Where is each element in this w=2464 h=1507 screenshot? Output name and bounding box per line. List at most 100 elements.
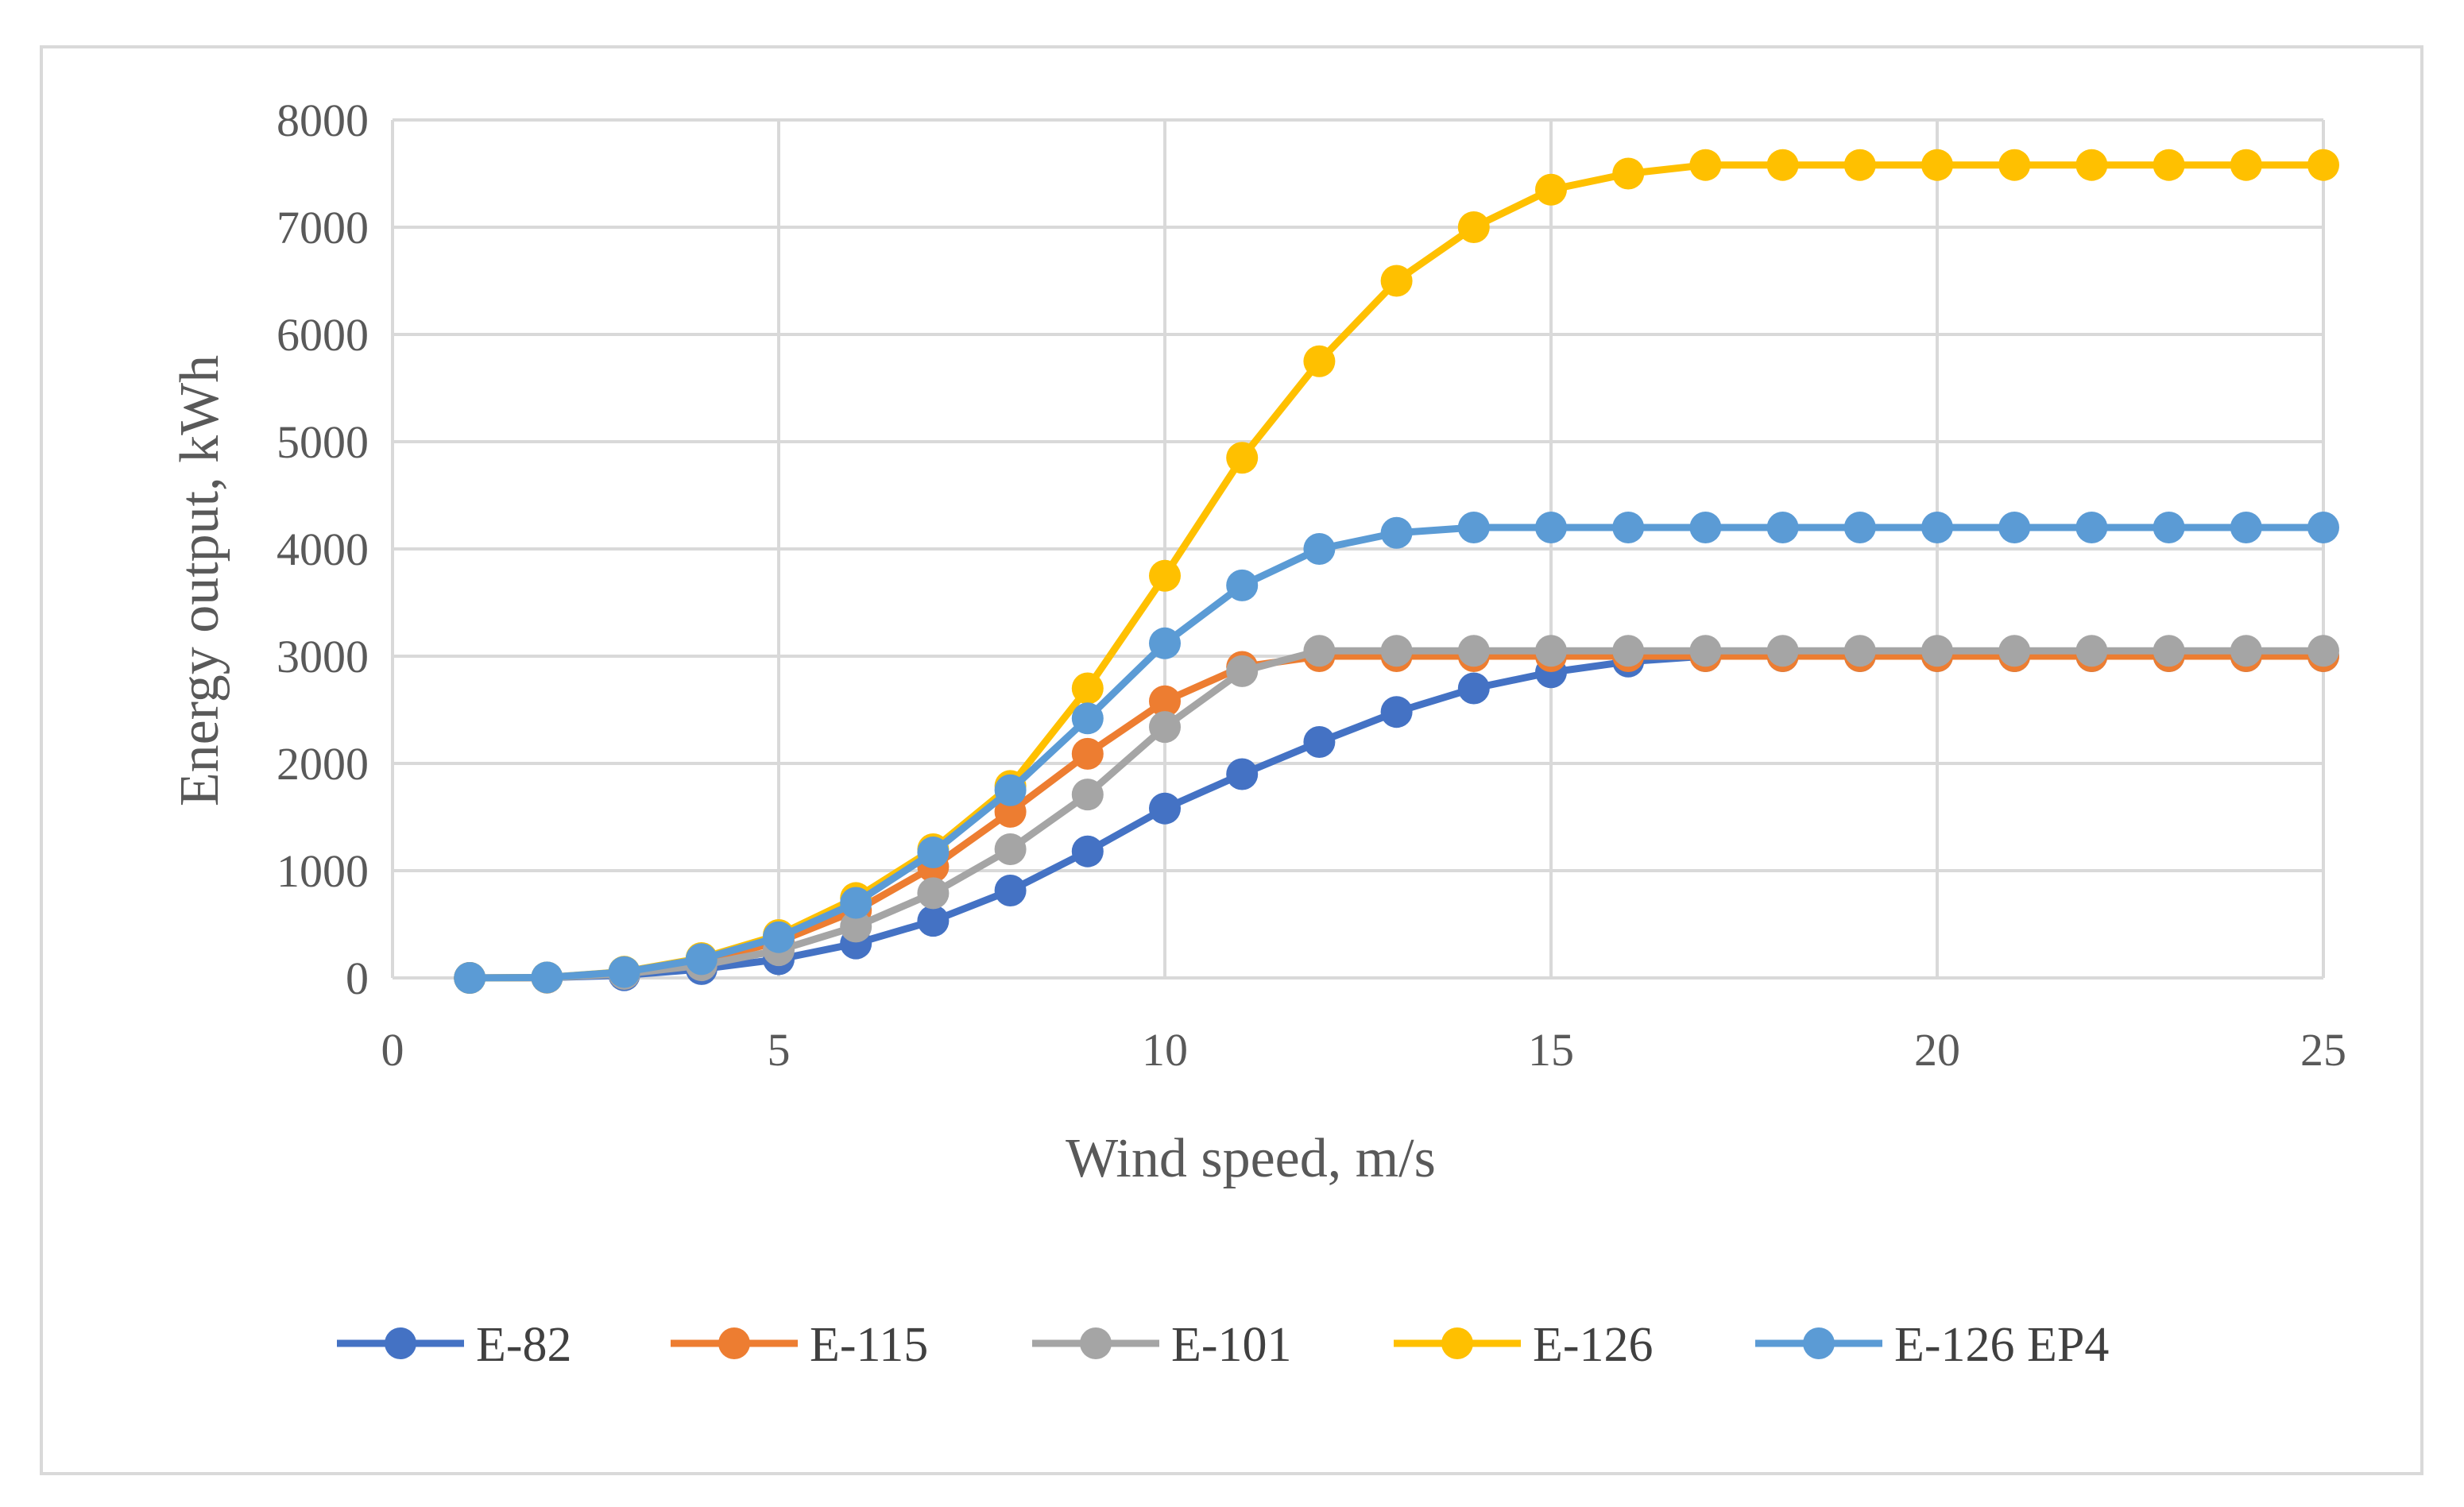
data-point [2075,512,2108,543]
data-point [2230,512,2262,543]
y-tick-label: 8000 [277,95,369,146]
y-tick-label: 7000 [277,202,369,253]
data-point [1380,635,1413,667]
x-tick-label: 0 [381,1024,404,1076]
data-point [1303,533,1336,565]
series-line [470,524,2323,982]
legend-item: E-126 [1394,1318,1654,1372]
data-point [1689,512,1722,543]
series-E-126 EP4 [454,512,2339,994]
x-tick-label: 25 [2300,1024,2346,1076]
x-axis-title: Wind speed, m/s [1066,1128,1436,1189]
y-tick-label: 6000 [277,309,369,361]
data-point [1612,635,1645,667]
data-point [1612,157,1645,190]
data-point [2307,512,2339,543]
series-E-115 [454,640,2339,994]
data-point [1689,149,1722,181]
y-tick-label: 1000 [277,845,369,897]
data-point [2307,635,2339,667]
data-point [1457,635,1490,667]
x-tick-label: 10 [1142,1024,1188,1076]
data-point [1689,635,1722,667]
series-E-126 [454,149,2339,994]
x-tick-label: 15 [1528,1024,1574,1076]
data-point [1535,635,1567,667]
data-point [1766,512,1799,543]
data-point [917,877,950,910]
data-point [2307,149,2339,181]
legend-label: E-126 EP4 [1894,1318,2109,1372]
data-point [1998,149,2031,181]
data-point [1921,635,1953,667]
data-point [1149,627,1181,659]
data-point [1149,711,1181,744]
data-point [1380,696,1413,728]
data-point [1457,672,1490,705]
legend-label: E-126 [1533,1318,1654,1372]
data-point [1921,149,1953,181]
data-point [1998,512,2031,543]
data-point [1766,149,1799,181]
data-point [1612,512,1645,543]
data-point [1843,149,1876,181]
data-point [917,905,950,937]
data-point [1071,737,1104,770]
data-point [1226,655,1259,687]
data-point [1843,512,1876,543]
series-E-101 [454,635,2339,994]
legend-swatch-marker [1803,1327,1835,1359]
legend-item: E-101 [1032,1318,1292,1372]
data-point [1149,792,1181,825]
data-point [1303,726,1336,758]
data-point [1380,265,1413,297]
y-tick-label: 0 [346,953,369,1004]
y-tick-label: 3000 [277,631,369,682]
data-point [685,943,718,976]
data-point [1303,345,1336,377]
data-point [1998,635,2031,667]
data-point [1226,569,1259,601]
data-point [1071,835,1104,867]
data-point [994,874,1027,906]
data-point [2153,635,2185,667]
data-point [1071,702,1104,735]
y-axis-title: Energy output, kWh [169,355,230,806]
legend-swatch-marker [1080,1327,1112,1359]
legend-item: E-126 EP4 [1755,1318,2109,1372]
data-point [1380,516,1413,549]
legend-label: E-115 [810,1318,928,1372]
tick-layer: 0 1000 2000 3000 4000 5000 6000 7000 8000 0 5 10 15 2… [277,95,2346,1076]
data-point [1226,442,1259,474]
y-tick-label: 4000 [277,524,369,575]
chart-svg: 0 1000 2000 3000 4000 5000 6000 7000 8000 0 5 10 15 2… [169,95,2346,1372]
data-point [1226,758,1259,790]
legend-label: E-101 [1171,1318,1292,1372]
data-point [1303,635,1336,667]
data-point [2153,149,2185,181]
data-point [994,774,1027,806]
data-point [840,910,872,943]
data-point [1766,635,1799,667]
data-point [1071,672,1104,705]
legend-item: E-115 [671,1318,928,1372]
data-point [1149,559,1181,592]
data-point [1535,173,1567,206]
data-point [763,921,795,953]
data-point [1149,685,1181,717]
data-point [1843,635,1876,667]
x-tick-label: 20 [1914,1024,1960,1076]
legend-swatch-marker [718,1327,750,1359]
data-point [531,961,563,994]
data-point [917,837,950,869]
data-point [994,833,1027,865]
data-point [608,956,640,988]
data-point [1457,512,1490,543]
series-layer [454,149,2339,994]
data-point [1071,779,1104,811]
data-point [1535,512,1567,543]
legend-swatch-marker [385,1327,416,1359]
series-E-82 [454,640,2339,994]
chart-frame: 0 1000 2000 3000 4000 5000 6000 7000 8000 0 5 10 15 2… [40,45,2423,1475]
y-tick-label: 2000 [277,738,369,790]
